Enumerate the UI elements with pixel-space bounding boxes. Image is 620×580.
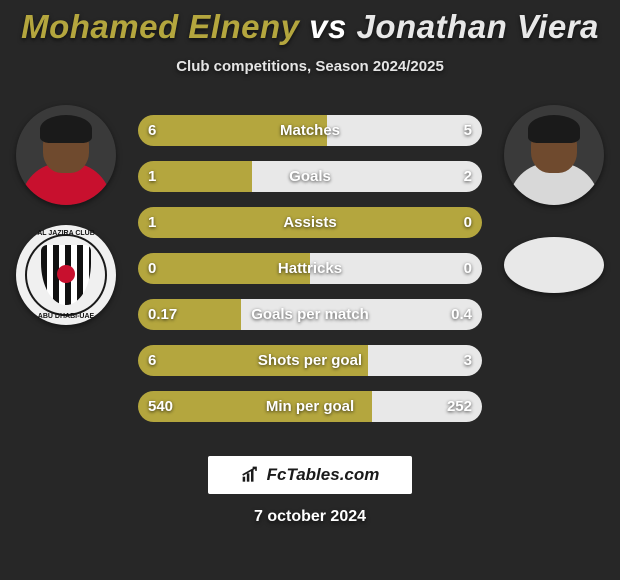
stat-value-p1: 6 xyxy=(138,345,166,376)
player2-column xyxy=(494,105,614,293)
stat-value-p2: 0.4 xyxy=(441,299,482,330)
club-name-text: AL JAZIRA CLUB xyxy=(16,230,116,237)
stat-row: 0.170.4Goals per match xyxy=(138,299,482,330)
stat-value-p2: 0 xyxy=(454,207,482,238)
stat-row: 12Goals xyxy=(138,161,482,192)
brand-name: FcTables.com xyxy=(267,465,380,485)
stat-value-p2: 3 xyxy=(454,345,482,376)
date-text: 7 october 2024 xyxy=(0,508,620,526)
stat-row: 63Shots per goal xyxy=(138,345,482,376)
content-area: AL JAZIRA CLUB ABU DHABI-UAE 65Matches12… xyxy=(0,105,620,435)
stat-value-p1: 1 xyxy=(138,207,166,238)
player1-avatar xyxy=(16,105,116,205)
title-vs: vs xyxy=(309,8,347,45)
stat-value-p2: 252 xyxy=(437,391,482,422)
title-player1: Mohamed Elneny xyxy=(21,8,299,45)
player1-column: AL JAZIRA CLUB ABU DHABI-UAE xyxy=(6,105,126,325)
stat-row: 65Matches xyxy=(138,115,482,146)
stat-bar-left xyxy=(138,345,368,376)
club-shield-icon xyxy=(41,245,91,305)
stat-value-p2: 5 xyxy=(454,115,482,146)
player2-avatar xyxy=(504,105,604,205)
stat-value-p1: 1 xyxy=(138,161,166,192)
stat-value-p1: 6 xyxy=(138,115,166,146)
stat-row: 540252Min per goal xyxy=(138,391,482,422)
stat-value-p1: 0.17 xyxy=(138,299,187,330)
title-player2: Jonathan Viera xyxy=(357,8,599,45)
stat-bar-left xyxy=(138,207,482,238)
stat-bar-left xyxy=(138,115,327,146)
comparison-title: Mohamed Elneny vs Jonathan Viera xyxy=(0,0,620,46)
stat-row: 10Assists xyxy=(138,207,482,238)
subtitle: Club competitions, Season 2024/2025 xyxy=(0,58,620,75)
stat-value-p2: 2 xyxy=(454,161,482,192)
stat-value-p1: 0 xyxy=(138,253,166,284)
player2-club-badge xyxy=(504,237,604,293)
brand-badge: FcTables.com xyxy=(208,456,412,494)
stat-value-p2: 0 xyxy=(454,253,482,284)
stats-bars: 65Matches12Goals10Assists00Hattricks0.17… xyxy=(138,115,482,422)
stat-value-p1: 540 xyxy=(138,391,183,422)
stat-bar-right xyxy=(252,161,482,192)
bar-chart-icon xyxy=(241,465,261,485)
club-subtext: ABU DHABI-UAE xyxy=(16,313,116,320)
stat-row: 00Hattricks xyxy=(138,253,482,284)
player1-club-badge: AL JAZIRA CLUB ABU DHABI-UAE xyxy=(16,225,116,325)
